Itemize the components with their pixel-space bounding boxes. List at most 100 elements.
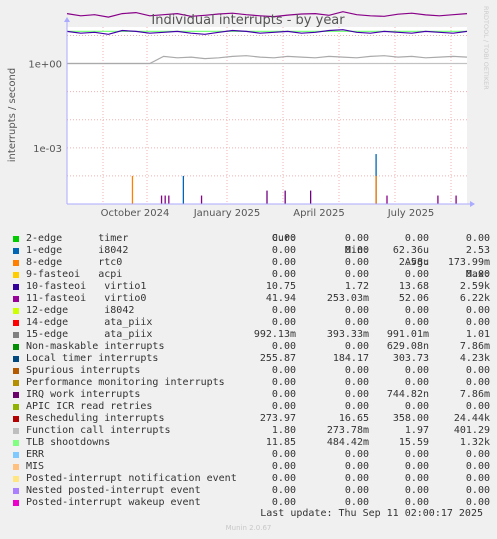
series-line xyxy=(66,29,468,35)
legend-cur-value: 0.00 xyxy=(271,485,296,496)
legend-row: Spurious interrupts 0.00 0.00 0.00 0.00 xyxy=(12,365,492,377)
legend-swatch xyxy=(13,248,19,254)
legend-avg-value: 1.97 xyxy=(404,425,429,436)
legend-avg-value: 629.08n xyxy=(386,341,429,352)
legend-min-value: 253.03m xyxy=(326,293,369,304)
legend-row: Performance monitoring interrupts 0.00 0.0… xyxy=(12,377,492,389)
legend-swatch xyxy=(13,464,19,470)
header-max: Max: xyxy=(465,269,490,280)
legend-row: MIS 0.00 0.00 0.00 0.00 xyxy=(12,461,492,473)
legend-min-value: 0.00 xyxy=(344,257,369,268)
legend-rows: 2-edge timer 0.00 0.00 0.00 0.00 1-edge i8042… xyxy=(12,233,492,509)
legend-max-value: 1.32k xyxy=(459,437,490,448)
y-tick-label: 1e+00 xyxy=(28,60,62,71)
legend-label: Local timer interrupts xyxy=(26,353,159,364)
grid xyxy=(67,27,467,205)
legend-cur-value: 0.00 xyxy=(271,365,296,376)
legend-avg-value: 0.00 xyxy=(404,305,429,316)
axes xyxy=(64,17,475,207)
legend-row: 11-fasteoi virtio0 41.94 253.03m 52.06 6.22k xyxy=(12,293,492,305)
legend-max-value: 0.00 xyxy=(465,485,490,496)
legend-min-value: 0.00 xyxy=(344,341,369,352)
legend-cur-value: 0.00 xyxy=(271,317,296,328)
legend-swatch xyxy=(13,392,19,398)
legend-max-value: 0.00 xyxy=(465,365,490,376)
legend-cur-value: 273.97 xyxy=(259,413,296,424)
legend-min-value: 0.00 xyxy=(344,305,369,316)
legend-swatch xyxy=(13,416,19,422)
legend-row: 12-edge i8042 0.00 0.00 0.00 0.00 xyxy=(12,305,492,317)
legend-label: Rescheduling interrupts xyxy=(26,413,165,424)
legend-min-value: 0.00 xyxy=(344,317,369,328)
legend-row: Posted-interrupt notification event 0.00 0… xyxy=(12,473,492,485)
legend-cur-value: 0.00 xyxy=(271,497,296,508)
legend-row: ERR 0.00 0.00 0.00 0.00 xyxy=(12,449,492,461)
legend-label: IRQ work interrupts xyxy=(26,389,141,400)
legend-label: 8-edge rtc0 xyxy=(26,257,123,268)
legend-min-value: 0.00 xyxy=(344,485,369,496)
legend-label: 12-edge i8042 xyxy=(26,305,135,316)
legend-min-value: 0.00 xyxy=(344,497,369,508)
legend-avg-value: 0.00 xyxy=(404,317,429,328)
legend-label: 10-fasteoi virtio1 xyxy=(26,281,147,292)
legend-min-value: 0.00 xyxy=(344,377,369,388)
legend-max-value: 2.59k xyxy=(459,281,490,292)
legend-min-value: 484.42m xyxy=(326,437,369,448)
legend-cur-value: 0.00 xyxy=(271,461,296,472)
y-axis-label: interrupts / second xyxy=(7,68,18,162)
legend-swatch xyxy=(13,260,19,266)
legend-min-value: 273.78m xyxy=(326,425,369,436)
legend-avg-value: 15.59 xyxy=(398,437,429,448)
legend-label: Nested posted-interrupt event xyxy=(26,485,201,496)
legend-max-value: 24.44k xyxy=(453,413,490,424)
legend-row: 2-edge timer 0.00 0.00 0.00 0.00 xyxy=(12,233,492,245)
legend-cur-value: 0.00 xyxy=(271,473,296,484)
legend-label: Spurious interrupts xyxy=(26,365,141,376)
legend-avg-value: 0.00 xyxy=(404,485,429,496)
legend-row: Function call interrupts 1.80 273.78m 1.97 4… xyxy=(12,425,492,437)
legend-cur-value: 41.94 xyxy=(265,293,296,304)
legend-avg-value: 52.06 xyxy=(398,293,429,304)
legend-avg-value: 0.00 xyxy=(404,461,429,472)
header-cur: Cur: xyxy=(271,233,296,244)
legend-min-value: 0.00 xyxy=(344,365,369,376)
legend-swatch xyxy=(13,320,19,326)
x-tick-label: October 2024 xyxy=(101,208,170,219)
legend-cur-value: 0.00 xyxy=(271,233,296,244)
legend-min-value: 0.00 xyxy=(344,473,369,484)
legend-min-value: 184.17 xyxy=(332,353,369,364)
legend-swatch xyxy=(13,452,19,458)
legend-swatch xyxy=(13,356,19,362)
legend-swatch xyxy=(13,296,19,302)
legend-min-value: 16.65 xyxy=(338,413,369,424)
legend-max-value: 7.86m xyxy=(459,389,490,400)
rrdtool-watermark: RRDTOOL / TOBI OETIKER xyxy=(482,6,490,90)
legend-label: 14-edge ata_piix xyxy=(26,317,153,328)
legend-max-value: 0.00 xyxy=(465,305,490,316)
legend-swatch xyxy=(13,284,19,290)
legend-min-value: 0.00 xyxy=(344,461,369,472)
legend-swatch xyxy=(13,308,19,314)
legend-swatch xyxy=(13,404,19,410)
legend-cur-value: 992.13m xyxy=(253,329,296,340)
legend-label: Function call interrupts xyxy=(26,425,171,436)
legend-row: 10-fasteoi virtio1 10.75 1.72 13.68 2.59k xyxy=(12,281,492,293)
legend-label: TLB shootdowns xyxy=(26,437,111,448)
legend-row: IRQ work interrupts 0.00 0.00 744.82n 7.86m xyxy=(12,389,492,401)
legend-max-value: 4.23k xyxy=(459,353,490,364)
legend-avg-value: 2.58u xyxy=(398,257,429,268)
legend-avg-value: 0.00 xyxy=(404,401,429,412)
legend-max-value: 0.00 xyxy=(465,269,490,280)
y-axis-arrow-icon xyxy=(64,17,70,22)
legend-max-value: 401.29 xyxy=(453,425,490,436)
legend-min-value: 0.00 xyxy=(344,269,369,280)
legend-cur-value: 0.00 xyxy=(271,257,296,268)
legend-cur-value: 0.00 xyxy=(271,377,296,388)
legend-cur-value: 255.87 xyxy=(259,353,296,364)
legend-max-value: 173.99m xyxy=(447,257,490,268)
legend-label: Performance monitoring interrupts xyxy=(26,377,225,388)
legend-swatch xyxy=(13,332,19,338)
chart-title: Individual interrupts - by year xyxy=(151,13,345,28)
legend-cur-value: 0.00 xyxy=(271,245,296,256)
legend-min-value: 0.00 xyxy=(344,449,369,460)
